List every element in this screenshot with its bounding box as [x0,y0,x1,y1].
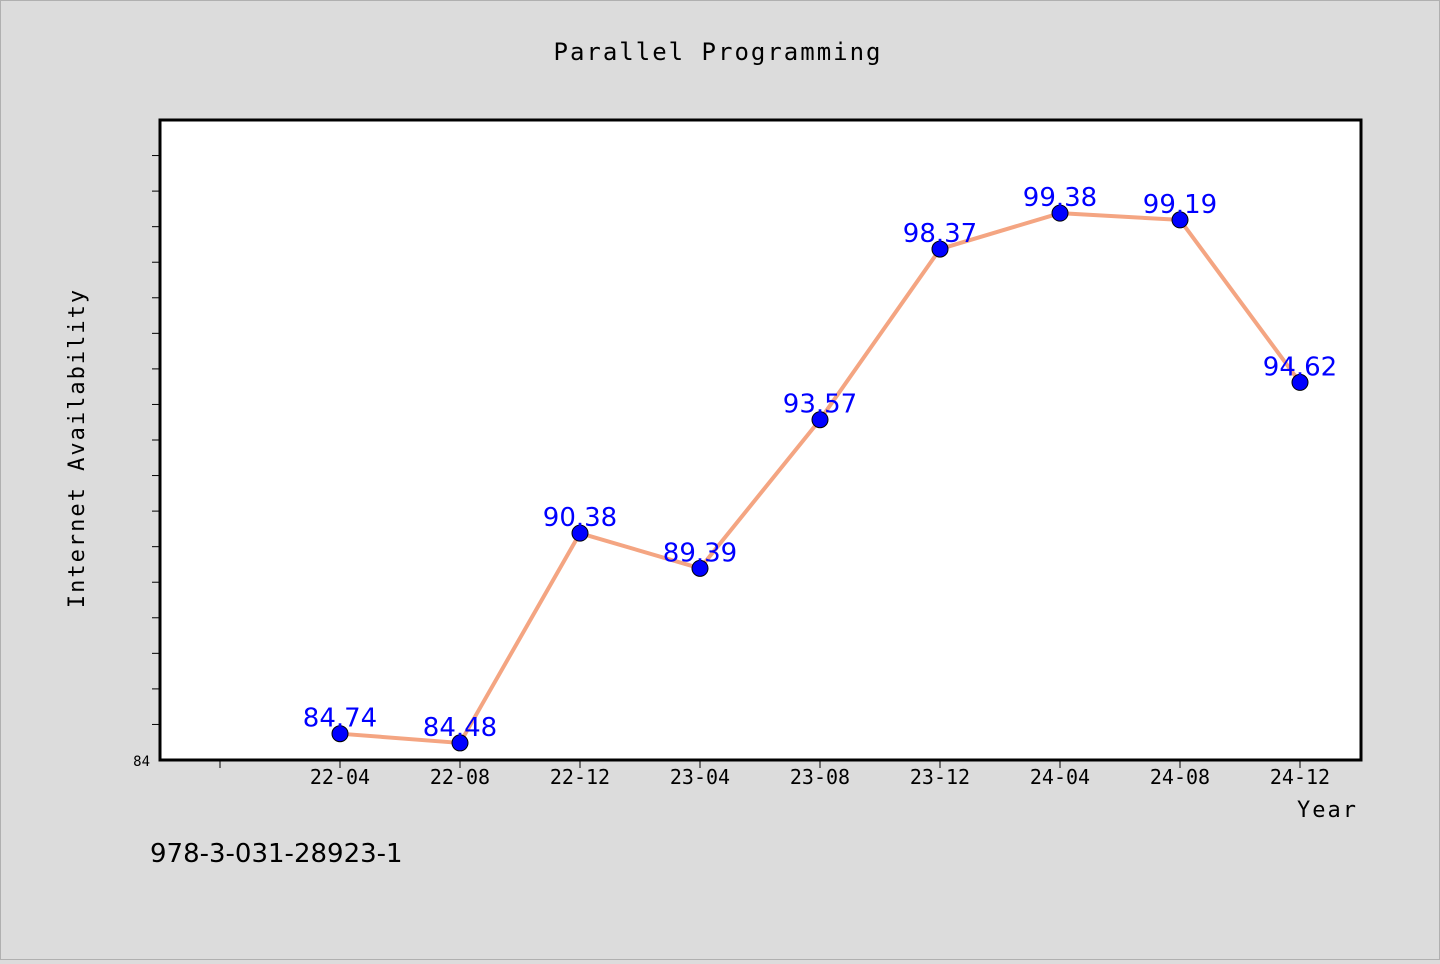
data-point-marker [1291,373,1309,391]
data-label: 84.74 [303,704,377,734]
series-markers [331,204,1309,752]
data-labels: 84.74 84.48 90.38 89.39 93.57 98.37 99.38 99.19… [303,183,1337,743]
data-point-marker [1051,204,1069,222]
x-tick-label: 22-04 [310,765,370,789]
isbn-text: 978-3-031-28923-1 [150,839,403,869]
data-label: 84.48 [423,713,497,743]
y-tick-label: 84 [133,754,150,770]
chart-title: Parallel Programming [554,38,883,66]
x-axis-ticks: 22-04 22-08 22-12 23-04 23-08 23-12 24-04 24-08… [219,760,1330,789]
data-label: 90.38 [543,503,617,533]
data-label: 93.57 [783,390,857,420]
data-label: 98.37 [903,219,977,249]
x-tick-label: 24-04 [1030,765,1090,789]
data-point-marker [811,411,829,429]
data-label: 94.62 [1263,352,1337,382]
x-tick-label: 24-08 [1150,765,1210,789]
data-point-marker [571,524,589,542]
x-axis-label: Year [1297,798,1358,823]
x-tick-label: 22-12 [550,765,610,789]
data-point-marker [931,240,949,258]
data-label: 89.39 [663,538,737,568]
y-axis-label: Internet Availability [65,288,90,608]
data-point-marker [1171,211,1189,229]
data-label: 99.38 [1023,183,1097,213]
data-point-marker [691,559,709,577]
x-tick-label: 23-04 [670,765,730,789]
data-point-marker [451,734,469,752]
x-tick-label: 23-08 [790,765,850,789]
data-label: 99.19 [1143,190,1217,220]
x-tick-label: 22-08 [430,765,490,789]
x-tick-label: 24-12 [1270,765,1330,789]
x-tick-label: 23-12 [910,765,970,789]
data-point-marker [331,725,349,743]
y-axis-ticks [152,155,160,725]
plot-area [158,118,1363,762]
